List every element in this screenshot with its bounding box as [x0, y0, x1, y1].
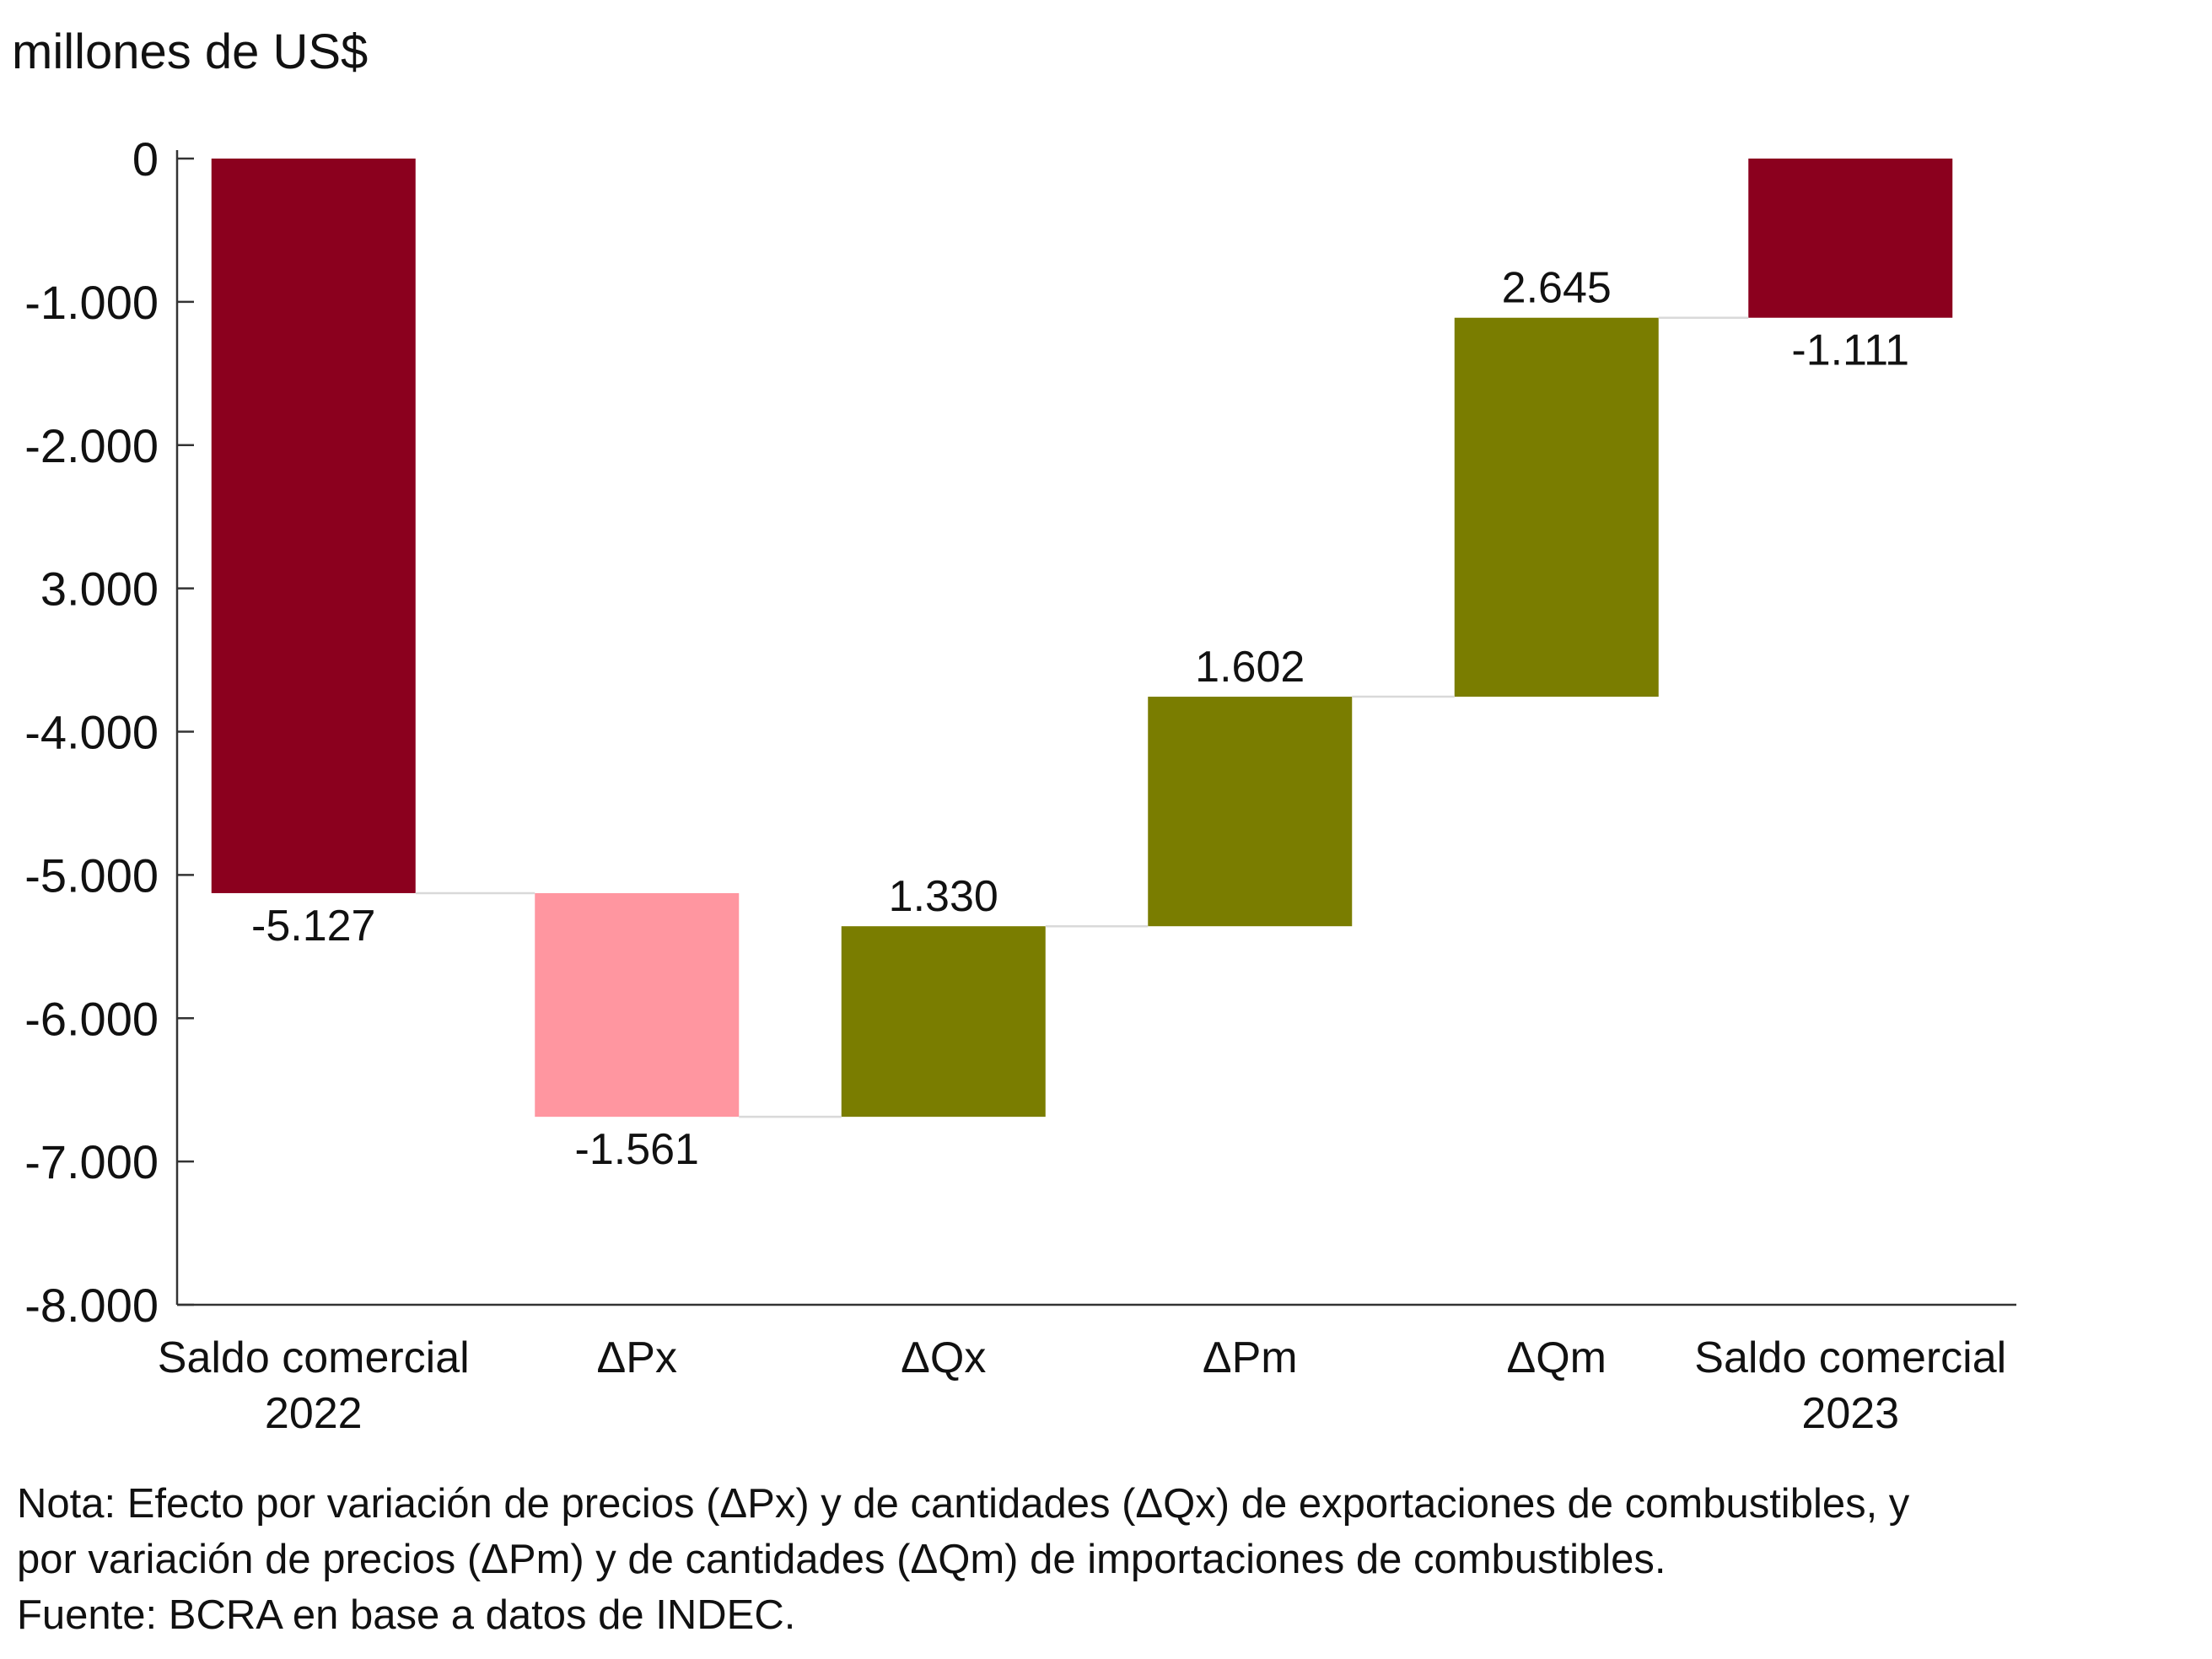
y-tick-label: -1.000 [24, 276, 159, 329]
data-label: -5.127 [251, 902, 375, 951]
x-tick-label: Saldo comercial [1694, 1333, 2006, 1382]
note-line-2: por variación de precios (ΔPm) y de cant… [17, 1537, 1666, 1582]
y-axis-unit-label: millones de US$ [12, 24, 369, 79]
bar [1148, 697, 1353, 927]
y-tick-label: -8.000 [24, 1279, 159, 1332]
x-tick-label: ΔQx [901, 1333, 986, 1382]
waterfall-chart: 0 -1.000 -2.000 3.000 -4.000 -5.000 -6.000 -7.0… [24, 132, 2016, 1438]
data-label: 1.602 [1195, 643, 1305, 692]
bar [1748, 159, 1953, 318]
bar [841, 926, 1046, 1118]
y-tick-label: -7.000 [24, 1135, 159, 1188]
data-label: -1.111 [1791, 326, 1909, 375]
x-tick-label: Saldo comercial [158, 1333, 470, 1382]
data-label: 2.645 [1502, 264, 1612, 313]
y-tick-label: 0 [132, 132, 159, 186]
x-tick-label: 2023 [1801, 1389, 1899, 1438]
x-tick-label: ΔPm [1203, 1333, 1298, 1382]
source-line: Fuente: BCRA en base a datos de INDEC. [17, 1592, 796, 1638]
bar [535, 892, 740, 1118]
y-tick-label: -5.000 [24, 848, 159, 902]
x-tick-label: ΔPx [597, 1333, 677, 1382]
note-line-1: Nota: Efecto por variación de precios (Δ… [17, 1481, 1910, 1527]
y-tick-label: -2.000 [24, 419, 159, 472]
x-tick-label: 2022 [265, 1389, 363, 1438]
y-tick-label: -4.000 [24, 706, 159, 759]
y-tick-label: -6.000 [24, 992, 159, 1045]
bar [211, 159, 416, 893]
data-label: 1.330 [889, 872, 998, 921]
data-label: -1.561 [575, 1125, 699, 1174]
bar [1454, 317, 1659, 698]
x-tick-label: ΔQm [1507, 1333, 1607, 1382]
y-tick-label: 3.000 [40, 563, 159, 616]
